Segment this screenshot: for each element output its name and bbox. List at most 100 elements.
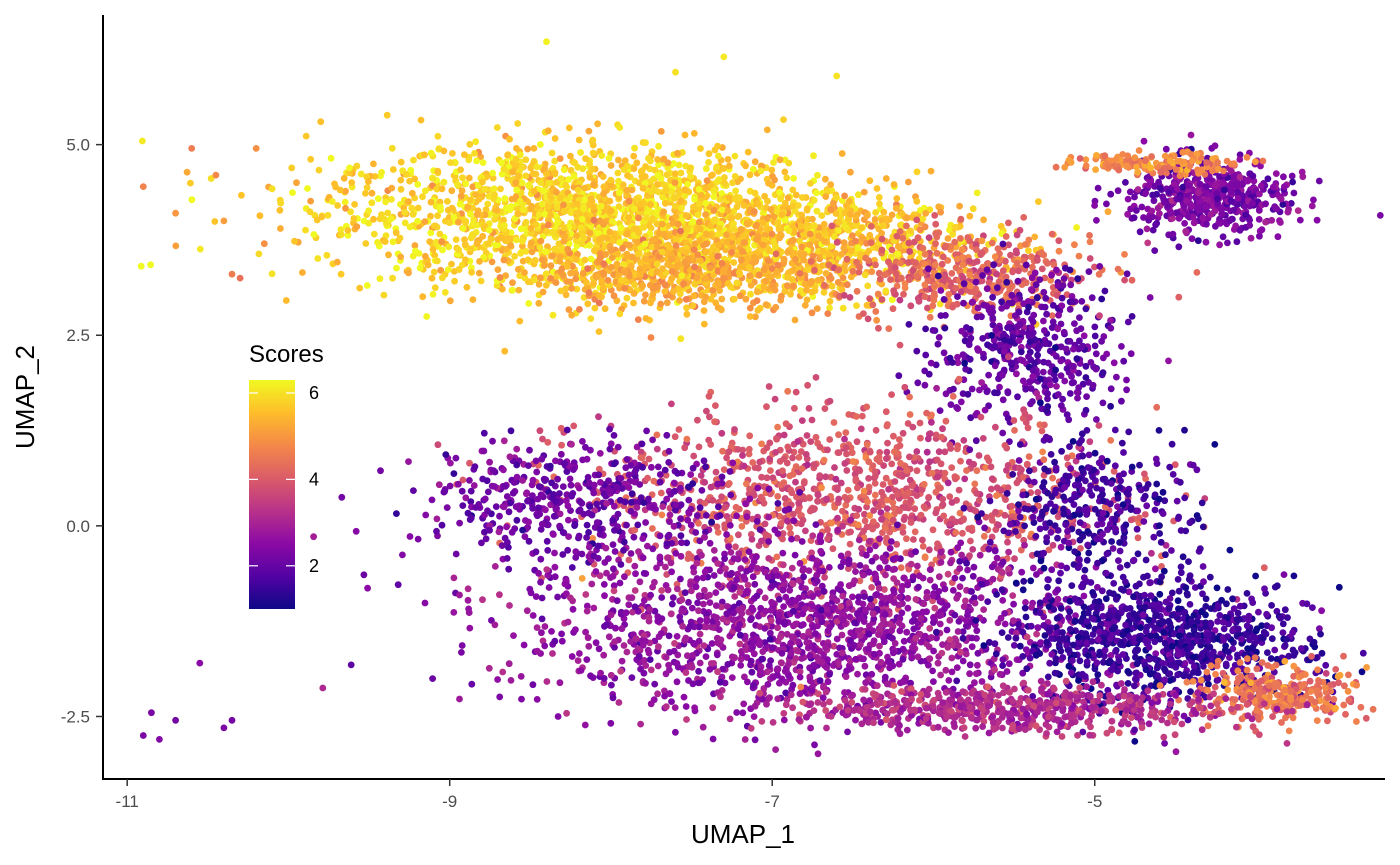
scatter-point [471,150,478,157]
scatter-point [730,295,738,303]
scatter-point [1218,210,1226,218]
scatter-point [414,217,421,225]
scatter-point [1011,555,1018,563]
scatter-point [750,253,758,261]
scatter-point [1051,376,1059,384]
scatter-point [524,256,532,264]
scatter-point [595,328,603,335]
scatter-point [556,155,564,163]
scatter-point [1099,354,1107,362]
scatter-point [1288,172,1296,180]
scatter-point [875,194,883,201]
scatter-point [711,146,719,154]
scatter-point [892,204,900,212]
scatter-point [1015,308,1023,316]
scatter-point [739,248,746,255]
scatter-point [1118,343,1125,350]
scatter-point [959,246,966,254]
scatter-point [668,275,675,283]
scatter-point [637,168,645,175]
scatter-point [1055,247,1063,255]
scatter-point [695,186,703,193]
scatter-point [730,259,738,266]
scatter-point [1226,217,1234,225]
scatter-point [1080,332,1088,340]
scatter-point [565,306,573,313]
scatter-point [1082,162,1090,170]
scatter-point [465,174,473,182]
scatter-point [957,215,965,223]
scatter-point [1068,373,1075,380]
scatter-point [683,310,691,318]
scatter-point [616,124,624,131]
scatter-point [368,189,376,197]
scatter-point [869,301,877,309]
scatter-point [959,351,967,358]
scatter-point [389,238,397,246]
scatter-point [922,325,929,333]
scatter-point [750,208,758,215]
scatter-point [1149,191,1156,199]
scatter-point [737,225,745,233]
scatter-point [1234,194,1242,202]
scatter-point [599,173,607,181]
scatter-point [671,202,679,210]
scatter-point [655,142,662,150]
scatter-point [945,290,953,298]
scatter-point [402,171,410,178]
scatter-point [346,164,353,172]
scatter-point [681,259,689,266]
scatter-point [630,152,638,160]
scatter-point [207,175,215,182]
scatter-point [1134,186,1142,193]
scatter-point [356,284,364,292]
scatter-point [999,267,1007,275]
scatter-point [1123,270,1131,278]
scatter-point [1099,399,1107,407]
scatter-point [621,284,629,292]
scatter-point [363,282,371,289]
scatter-point [1058,294,1066,302]
scatter-point [500,256,508,264]
scatter-point [547,212,554,219]
scatter-point [1151,247,1159,255]
scatter-point [719,267,727,275]
scatter-point [878,296,886,303]
scatter-point [1162,145,1170,153]
scatter-point [1196,198,1204,206]
scatter-point [583,279,590,286]
scatter-point [1252,158,1259,166]
scatter-point [863,212,871,219]
scatter-point [522,172,530,180]
scatter-point [714,231,722,239]
scatter-point [1037,375,1044,383]
scatter-point [693,274,701,282]
scatter-point [434,132,442,140]
scatter-point [560,201,567,209]
scatter-point [909,267,917,275]
scatter-point [353,162,361,170]
scatter-point [642,291,649,299]
scatter-point [966,282,974,290]
scatter-point [881,271,889,279]
scatter-point [993,270,1000,278]
scatter-point [1103,200,1110,208]
scatter-point [772,250,780,258]
scatter-point [962,365,970,373]
scatter-point [941,275,949,282]
scatter-point [824,310,832,317]
scatter-point [1044,390,1051,397]
scatter-point [784,282,791,290]
scatter-point [937,287,945,294]
scatter-point [1091,202,1098,209]
scatter-point [687,164,694,172]
scatter-point [565,124,573,132]
scatter-point [1157,168,1165,176]
scatter-point [777,195,784,203]
scatter-point [939,253,947,261]
scatter-point [653,268,661,276]
scatter-point [514,266,522,273]
scatter-point [624,172,631,179]
scatter-point [635,214,642,222]
scatter-point [424,261,432,269]
